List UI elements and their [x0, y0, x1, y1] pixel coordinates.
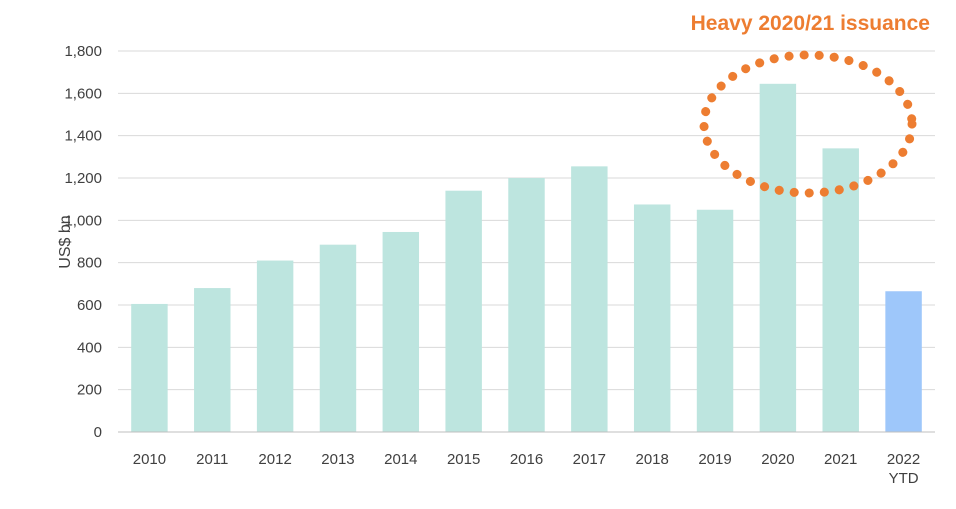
- y-tick-label: 0: [94, 424, 102, 441]
- highlight-ellipse: [699, 50, 917, 198]
- bar: [382, 231, 420, 432]
- x-tick-label: 2017: [573, 451, 606, 468]
- x-tick-labels: 2010 2011 2012 2013 2014 2015 2016 2017 2018 2019…: [133, 451, 921, 487]
- bar: [759, 83, 797, 432]
- x-tick-label: 2021: [824, 451, 857, 468]
- bar: [508, 178, 545, 432]
- y-tick-label: 1,000: [64, 212, 102, 229]
- annotation: Heavy 2020/21 issuance: [691, 12, 930, 198]
- y-tick-label: 1,800: [64, 43, 102, 60]
- x-tick-label: 2016: [510, 451, 543, 468]
- x-tick-label: 2019: [698, 451, 731, 468]
- x-tick-label: 2010: [133, 451, 166, 468]
- y-axis-title: US$ bn: [57, 215, 74, 268]
- x-tick-label: 2018: [636, 451, 669, 468]
- y-tick-label: 200: [77, 382, 102, 399]
- bar: [131, 303, 168, 432]
- y-tick-labels: 0 200 400 600 800 1,000 1,200 1,400 1,600 1,800: [64, 43, 102, 441]
- bar: [633, 204, 671, 432]
- y-tick-label: 800: [77, 255, 102, 272]
- y-tick-label: 1,200: [64, 170, 102, 187]
- y-tick-label: 1,600: [64, 85, 102, 102]
- y-tick-label: 1,400: [64, 128, 102, 145]
- bar: [194, 288, 231, 432]
- x-tick-label: 2012: [258, 451, 291, 468]
- x-tick-label: 2020: [761, 451, 794, 468]
- y-tick-label: 600: [77, 297, 102, 314]
- bars: [131, 83, 922, 432]
- x-tick-label: 2011: [196, 451, 228, 468]
- x-tick-label: 2015: [447, 451, 480, 468]
- x-tick-label: 2013: [321, 451, 354, 468]
- bar: [571, 166, 608, 432]
- bar: [822, 148, 859, 432]
- bar: [885, 291, 922, 432]
- x-tick-label: 2022 YTD: [887, 451, 920, 487]
- bar: [445, 190, 482, 432]
- bar: [319, 244, 357, 432]
- bar: [256, 260, 294, 432]
- annotation-label: Heavy 2020/21 issuance: [691, 12, 930, 35]
- x-tick-label: 2014: [384, 451, 417, 468]
- y-tick-label: 400: [77, 339, 102, 356]
- bar: [696, 209, 734, 432]
